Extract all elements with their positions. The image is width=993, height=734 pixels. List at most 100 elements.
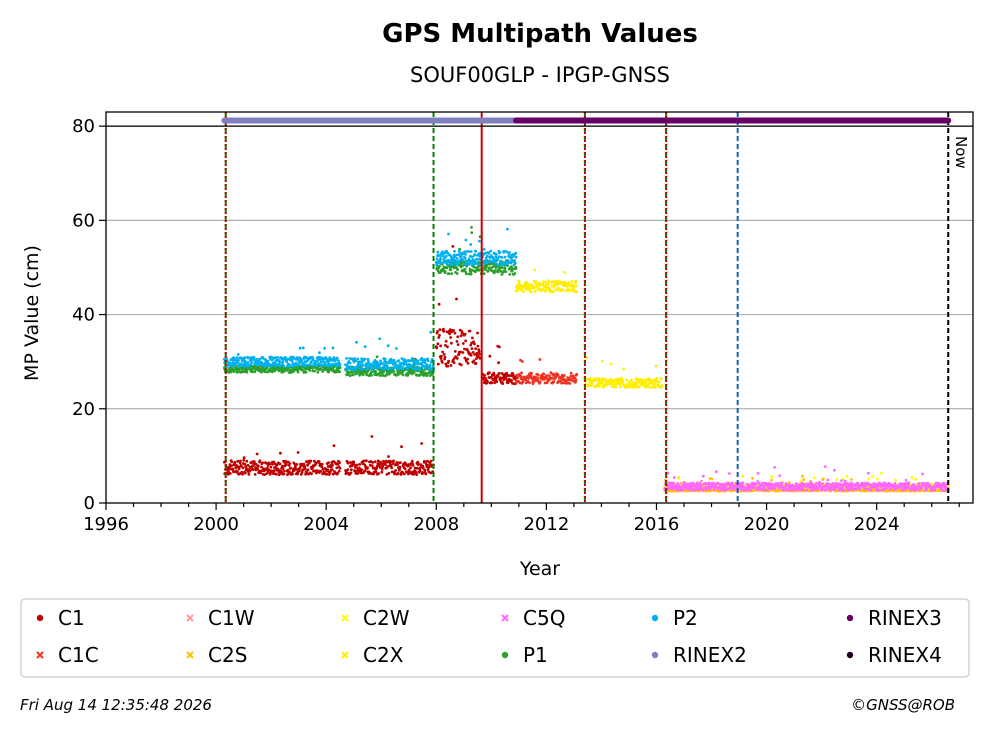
point-c1 xyxy=(230,460,234,464)
point-c5q xyxy=(864,487,867,490)
point-c1 xyxy=(421,466,425,470)
point-p1 xyxy=(482,272,486,275)
point-c1 xyxy=(295,468,298,471)
point-p1 xyxy=(370,374,373,377)
point-c2x xyxy=(591,382,594,386)
point-p1 xyxy=(316,370,320,374)
point-c2x xyxy=(647,382,651,386)
point-c2w xyxy=(676,476,680,480)
point-c1 xyxy=(338,466,342,470)
point-c5q xyxy=(869,488,873,492)
point-c2x xyxy=(589,378,592,382)
point-c1 xyxy=(291,472,294,476)
point-p1 xyxy=(469,272,473,276)
point-p1 xyxy=(470,226,473,229)
point-p1 xyxy=(285,369,289,372)
point-c1 xyxy=(261,461,264,465)
point-p1 xyxy=(470,231,474,235)
point-p1 xyxy=(338,370,341,374)
point-p2 xyxy=(266,359,270,363)
point-c2x xyxy=(585,356,589,359)
point-c5q xyxy=(689,481,693,485)
point-c2s xyxy=(770,478,773,482)
point-c2w xyxy=(867,477,871,481)
point-p2 xyxy=(262,364,266,368)
point-c1 xyxy=(436,330,439,333)
point-p1 xyxy=(245,370,249,374)
point-c2x xyxy=(532,286,536,290)
point-c5q xyxy=(833,468,836,472)
point-c1 xyxy=(255,452,259,456)
point-p2 xyxy=(278,360,282,363)
point-c1 xyxy=(459,350,462,354)
point-c1 xyxy=(418,469,422,473)
point-c2w xyxy=(910,476,914,480)
point-c1 xyxy=(453,350,457,353)
point-c1 xyxy=(363,469,367,473)
point-c1 xyxy=(275,472,278,476)
point-c1 xyxy=(296,451,300,454)
point-c2x xyxy=(570,289,573,293)
point-c1 xyxy=(394,469,397,472)
point-c1 xyxy=(272,460,276,464)
point-c1 xyxy=(440,361,444,364)
point-c2s xyxy=(672,489,676,493)
point-c1 xyxy=(421,464,425,468)
point-c1 xyxy=(378,466,382,469)
point-c2x xyxy=(575,290,579,294)
point-c1 xyxy=(470,347,474,350)
point-p2 xyxy=(242,364,246,368)
point-c2w xyxy=(835,478,839,481)
point-c2s xyxy=(710,477,714,481)
point-p1 xyxy=(425,374,429,378)
point-c2x xyxy=(533,268,537,272)
point-c2x xyxy=(609,362,613,366)
point-c1 xyxy=(258,459,262,463)
point-c1 xyxy=(349,471,353,475)
point-c2x xyxy=(600,377,604,381)
point-c2s xyxy=(822,477,825,481)
point-c5q xyxy=(727,472,731,475)
point-p1 xyxy=(308,369,312,372)
point-c1 xyxy=(475,357,478,360)
point-c1 xyxy=(331,463,334,467)
point-c1c xyxy=(569,371,573,375)
point-p1 xyxy=(392,370,396,373)
point-p1 xyxy=(510,269,514,273)
point-p1 xyxy=(338,366,342,370)
point-c1 xyxy=(370,464,374,468)
point-c1 xyxy=(402,472,406,476)
point-c1 xyxy=(510,379,514,382)
series-c2x xyxy=(514,268,664,389)
point-c2x xyxy=(563,271,566,274)
point-c1c xyxy=(536,376,539,380)
point-c2x xyxy=(533,289,537,293)
point-c1 xyxy=(438,334,441,337)
point-p2 xyxy=(276,356,279,359)
point-c1 xyxy=(474,361,478,365)
point-c1 xyxy=(362,459,366,463)
point-p1 xyxy=(444,270,447,273)
point-c1 xyxy=(474,347,477,350)
point-c5q xyxy=(814,481,818,485)
point-c1 xyxy=(241,466,245,470)
point-p1 xyxy=(500,266,504,270)
point-c1c xyxy=(563,374,566,378)
point-c1c xyxy=(528,381,531,385)
point-c2x xyxy=(653,382,657,386)
point-c2x xyxy=(659,377,663,380)
point-c1 xyxy=(336,471,339,475)
point-c1 xyxy=(403,467,407,471)
point-c2x xyxy=(648,386,652,389)
point-c5q xyxy=(773,466,776,469)
point-c2s xyxy=(751,476,754,480)
point-c1 xyxy=(439,357,443,360)
point-c5q xyxy=(801,488,805,492)
point-c5q xyxy=(925,487,929,491)
point-p1 xyxy=(447,272,451,275)
point-c2x xyxy=(609,377,612,381)
point-c5q xyxy=(916,488,920,492)
point-c2x xyxy=(625,378,628,382)
point-c1 xyxy=(295,463,299,466)
